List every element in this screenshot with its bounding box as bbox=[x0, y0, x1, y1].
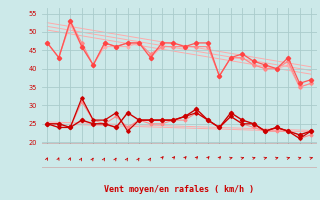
Text: Vent moyen/en rafales ( km/h ): Vent moyen/en rafales ( km/h ) bbox=[104, 185, 254, 194]
